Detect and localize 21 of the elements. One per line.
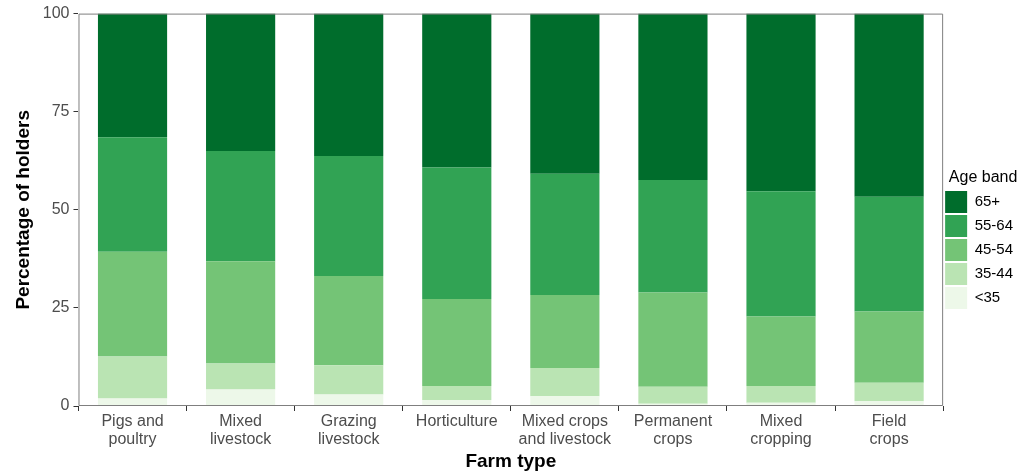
x-tick-label: Mixed cropping (750, 412, 812, 447)
legend-label: 45-54 (974, 240, 1014, 258)
x-tick-label: Horticulture (415, 412, 498, 430)
x-tick-label: Permanent crops (633, 412, 713, 447)
y-tick-label: 75 (51, 102, 70, 120)
y-tick-label: 25 (51, 298, 70, 316)
x-tick-label: Field crops (869, 412, 909, 447)
legend-label: 65+ (974, 192, 1001, 210)
legend-label: 35-44 (974, 264, 1014, 282)
x-tick-label: Mixed crops and livestock (518, 412, 613, 447)
x-tick-label: Pigs and poultry (101, 412, 164, 447)
y-tick-label: 50 (51, 200, 70, 218)
x-tick-label: Mixed livestock (209, 412, 273, 447)
legend-label: <35 (974, 288, 1001, 306)
x-axis-title: Farm type (465, 449, 557, 471)
y-tick-label: 100 (42, 4, 70, 22)
y-axis-title: Percentage of holders (11, 110, 33, 310)
legend-label: 55-64 (974, 216, 1014, 234)
legend-title: Age band (948, 168, 1018, 186)
y-tick-label: 0 (60, 396, 70, 414)
x-tick-label: Grazing livestock (318, 412, 381, 447)
